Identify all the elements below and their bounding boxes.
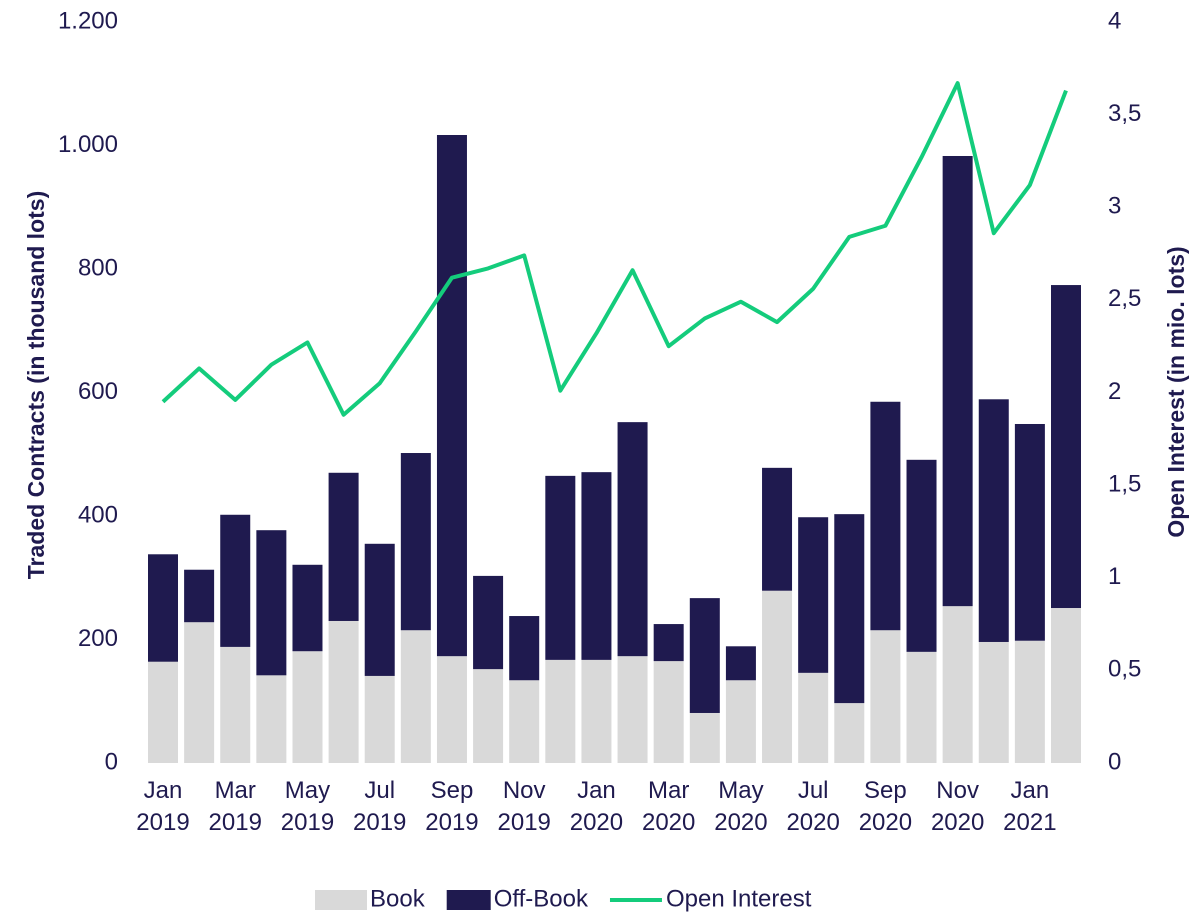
bar	[834, 514, 865, 704]
legend-label: Off-Book	[494, 885, 589, 912]
bar	[653, 624, 684, 662]
bar	[617, 422, 648, 657]
bar	[689, 598, 720, 713]
bar	[870, 630, 901, 763]
bar	[798, 672, 829, 763]
bar	[473, 575, 504, 670]
bar	[400, 630, 431, 763]
y2-tick-label: 4	[1108, 7, 1121, 34]
bar	[581, 659, 612, 763]
bar	[184, 569, 215, 623]
x-tick-label: May 2019	[281, 777, 334, 836]
y2-tick-label: 0	[1108, 748, 1121, 775]
y2-axis-title: Open Interest (in mio. lots)	[1163, 246, 1189, 537]
bar	[148, 554, 178, 662]
bar	[834, 703, 865, 763]
y-tick-label: 1.000	[58, 131, 118, 158]
bar	[473, 669, 504, 763]
bar	[292, 564, 323, 652]
line	[161, 81, 1068, 417]
bar	[942, 155, 973, 607]
bar	[220, 646, 251, 763]
bar	[1051, 608, 1081, 763]
bar	[1014, 423, 1045, 641]
y-tick-label: 800	[78, 254, 118, 281]
bar	[328, 620, 359, 763]
bar	[509, 680, 540, 763]
bar	[148, 661, 178, 763]
bar	[509, 616, 540, 681]
bar	[689, 712, 720, 763]
bar	[581, 472, 612, 660]
x-tick-label: Jan 2019	[136, 777, 189, 836]
bar	[762, 467, 793, 591]
bar	[1014, 640, 1045, 763]
bar	[978, 641, 1009, 763]
y2-tick-label: 2,5	[1108, 285, 1141, 312]
y-tick-label: 200	[78, 625, 118, 652]
x-tick-label: Sep 2019	[425, 777, 478, 836]
bar	[906, 651, 937, 763]
bar	[545, 659, 576, 763]
y2-tick-label: 0,5	[1108, 656, 1141, 683]
x-tick-label: Nov 2019	[498, 777, 551, 836]
bar	[436, 656, 467, 763]
bar	[220, 514, 251, 647]
bar	[906, 459, 937, 652]
bar	[1051, 285, 1081, 609]
bar	[400, 453, 431, 631]
bar	[436, 135, 467, 657]
y-tick-label: 600	[78, 378, 118, 405]
x-tick-label: Jan 2020	[570, 777, 623, 836]
bar	[978, 399, 1009, 642]
bar	[256, 530, 287, 676]
bar	[545, 475, 576, 660]
bar	[328, 472, 359, 621]
y2-tick-label: 3,5	[1108, 100, 1141, 127]
bar	[364, 675, 395, 763]
bar	[942, 606, 973, 763]
bar	[725, 680, 756, 763]
x-tick-label: Mar 2019	[209, 777, 262, 836]
bar	[617, 656, 648, 763]
bar	[762, 590, 793, 763]
x-tick-label: Jul 2019	[353, 777, 406, 836]
y-tick-label: 1.200	[58, 7, 118, 34]
x-tick-label: Nov 2020	[931, 777, 984, 836]
y-axis-title: Traded Contracts (in thousand lots)	[23, 191, 49, 579]
y2-tick-label: 3	[1108, 193, 1121, 220]
x-tick-label: Sep 2020	[859, 777, 912, 836]
y-tick-label: 0	[105, 748, 118, 775]
legend-swatch	[315, 890, 367, 910]
bar	[725, 646, 756, 681]
bar	[364, 543, 395, 676]
bar	[256, 675, 287, 763]
x-tick-label: Jan 2021	[1003, 777, 1056, 836]
bar	[184, 622, 215, 763]
bar	[798, 517, 829, 673]
x-tick-label: Jul 2020	[786, 777, 839, 836]
bar	[292, 651, 323, 763]
bar	[653, 661, 684, 763]
legend-label: Open Interest	[666, 885, 812, 912]
legend-swatch	[446, 890, 491, 910]
bar	[870, 401, 901, 631]
y2-tick-label: 2	[1108, 378, 1121, 405]
legend-label: Book	[370, 885, 426, 912]
x-tick-label: Mar 2020	[642, 777, 695, 836]
y-tick-label: 400	[78, 501, 118, 528]
y2-tick-label: 1,5	[1108, 470, 1141, 497]
y2-tick-label: 1	[1108, 563, 1121, 590]
x-tick-label: May 2020	[714, 777, 767, 836]
